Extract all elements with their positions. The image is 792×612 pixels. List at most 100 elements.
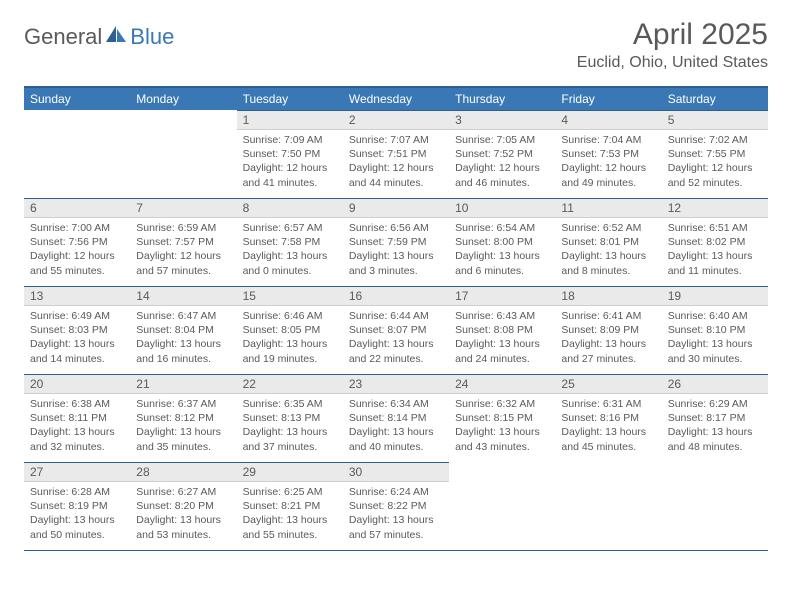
day-number: 22 — [237, 374, 343, 394]
day-body: Sunrise: 6:57 AMSunset: 7:58 PMDaylight:… — [237, 218, 343, 282]
day-number: 1 — [237, 110, 343, 130]
day-number: 7 — [130, 198, 236, 218]
day-number: 15 — [237, 286, 343, 306]
weekday-header: Tuesday — [237, 87, 343, 110]
weekday-header: Thursday — [449, 87, 555, 110]
calendar-day: 15Sunrise: 6:46 AMSunset: 8:05 PMDayligh… — [237, 286, 343, 374]
day-body: Sunrise: 6:34 AMSunset: 8:14 PMDaylight:… — [343, 394, 449, 458]
day-body: Sunrise: 6:32 AMSunset: 8:15 PMDaylight:… — [449, 394, 555, 458]
calendar-day: 2Sunrise: 7:07 AMSunset: 7:51 PMDaylight… — [343, 110, 449, 198]
day-body: Sunrise: 6:44 AMSunset: 8:07 PMDaylight:… — [343, 306, 449, 370]
calendar-day: 3Sunrise: 7:05 AMSunset: 7:52 PMDaylight… — [449, 110, 555, 198]
day-number: 12 — [662, 198, 768, 218]
calendar-day: 8Sunrise: 6:57 AMSunset: 7:58 PMDaylight… — [237, 198, 343, 286]
day-body: Sunrise: 7:04 AMSunset: 7:53 PMDaylight:… — [555, 130, 661, 194]
day-body: Sunrise: 7:09 AMSunset: 7:50 PMDaylight:… — [237, 130, 343, 194]
logo-text-blue: Blue — [130, 24, 174, 50]
day-body: Sunrise: 6:25 AMSunset: 8:21 PMDaylight:… — [237, 482, 343, 546]
weekday-header: Friday — [555, 87, 661, 110]
day-number: 4 — [555, 110, 661, 130]
day-number: 17 — [449, 286, 555, 306]
day-body: Sunrise: 6:54 AMSunset: 8:00 PMDaylight:… — [449, 218, 555, 282]
calendar-day: 4Sunrise: 7:04 AMSunset: 7:53 PMDaylight… — [555, 110, 661, 198]
day-number: 20 — [24, 374, 130, 394]
calendar-day: 10Sunrise: 6:54 AMSunset: 8:00 PMDayligh… — [449, 198, 555, 286]
day-body: Sunrise: 6:46 AMSunset: 8:05 PMDaylight:… — [237, 306, 343, 370]
calendar-empty — [130, 110, 236, 198]
calendar-day: 22Sunrise: 6:35 AMSunset: 8:13 PMDayligh… — [237, 374, 343, 462]
sail-icon — [105, 25, 127, 48]
day-number: 19 — [662, 286, 768, 306]
calendar-header-row: SundayMondayTuesdayWednesdayThursdayFrid… — [24, 87, 768, 110]
day-number: 5 — [662, 110, 768, 130]
day-body: Sunrise: 7:00 AMSunset: 7:56 PMDaylight:… — [24, 218, 130, 282]
day-number: 13 — [24, 286, 130, 306]
day-number: 16 — [343, 286, 449, 306]
day-body: Sunrise: 6:28 AMSunset: 8:19 PMDaylight:… — [24, 482, 130, 546]
calendar-empty — [662, 462, 768, 550]
calendar-day: 27Sunrise: 6:28 AMSunset: 8:19 PMDayligh… — [24, 462, 130, 550]
calendar-day: 24Sunrise: 6:32 AMSunset: 8:15 PMDayligh… — [449, 374, 555, 462]
calendar-empty — [24, 110, 130, 198]
day-body: Sunrise: 6:47 AMSunset: 8:04 PMDaylight:… — [130, 306, 236, 370]
calendar-day: 1Sunrise: 7:09 AMSunset: 7:50 PMDaylight… — [237, 110, 343, 198]
calendar-day: 29Sunrise: 6:25 AMSunset: 8:21 PMDayligh… — [237, 462, 343, 550]
day-number: 23 — [343, 374, 449, 394]
day-number: 18 — [555, 286, 661, 306]
calendar-day: 12Sunrise: 6:51 AMSunset: 8:02 PMDayligh… — [662, 198, 768, 286]
calendar-day: 17Sunrise: 6:43 AMSunset: 8:08 PMDayligh… — [449, 286, 555, 374]
day-body: Sunrise: 6:24 AMSunset: 8:22 PMDaylight:… — [343, 482, 449, 546]
day-number: 3 — [449, 110, 555, 130]
calendar-day: 28Sunrise: 6:27 AMSunset: 8:20 PMDayligh… — [130, 462, 236, 550]
calendar-day: 20Sunrise: 6:38 AMSunset: 8:11 PMDayligh… — [24, 374, 130, 462]
day-number: 26 — [662, 374, 768, 394]
calendar-day: 30Sunrise: 6:24 AMSunset: 8:22 PMDayligh… — [343, 462, 449, 550]
day-body: Sunrise: 6:51 AMSunset: 8:02 PMDaylight:… — [662, 218, 768, 282]
day-body: Sunrise: 6:41 AMSunset: 8:09 PMDaylight:… — [555, 306, 661, 370]
day-body: Sunrise: 6:52 AMSunset: 8:01 PMDaylight:… — [555, 218, 661, 282]
day-number: 14 — [130, 286, 236, 306]
calendar-day: 18Sunrise: 6:41 AMSunset: 8:09 PMDayligh… — [555, 286, 661, 374]
day-body: Sunrise: 6:56 AMSunset: 7:59 PMDaylight:… — [343, 218, 449, 282]
day-body: Sunrise: 7:02 AMSunset: 7:55 PMDaylight:… — [662, 130, 768, 194]
calendar-day: 14Sunrise: 6:47 AMSunset: 8:04 PMDayligh… — [130, 286, 236, 374]
day-body: Sunrise: 6:43 AMSunset: 8:08 PMDaylight:… — [449, 306, 555, 370]
weekday-header: Wednesday — [343, 87, 449, 110]
day-body: Sunrise: 6:40 AMSunset: 8:10 PMDaylight:… — [662, 306, 768, 370]
day-body: Sunrise: 7:05 AMSunset: 7:52 PMDaylight:… — [449, 130, 555, 194]
calendar-day: 23Sunrise: 6:34 AMSunset: 8:14 PMDayligh… — [343, 374, 449, 462]
calendar-day: 19Sunrise: 6:40 AMSunset: 8:10 PMDayligh… — [662, 286, 768, 374]
day-number: 11 — [555, 198, 661, 218]
day-body: Sunrise: 6:38 AMSunset: 8:11 PMDaylight:… — [24, 394, 130, 458]
day-number: 30 — [343, 462, 449, 482]
weekday-header: Monday — [130, 87, 236, 110]
calendar-day: 25Sunrise: 6:31 AMSunset: 8:16 PMDayligh… — [555, 374, 661, 462]
day-number: 10 — [449, 198, 555, 218]
calendar-day: 5Sunrise: 7:02 AMSunset: 7:55 PMDaylight… — [662, 110, 768, 198]
calendar-day: 7Sunrise: 6:59 AMSunset: 7:57 PMDaylight… — [130, 198, 236, 286]
day-body: Sunrise: 6:29 AMSunset: 8:17 PMDaylight:… — [662, 394, 768, 458]
day-body: Sunrise: 6:31 AMSunset: 8:16 PMDaylight:… — [555, 394, 661, 458]
day-number: 9 — [343, 198, 449, 218]
calendar-day: 13Sunrise: 6:49 AMSunset: 8:03 PMDayligh… — [24, 286, 130, 374]
day-body: Sunrise: 6:37 AMSunset: 8:12 PMDaylight:… — [130, 394, 236, 458]
month-title: April 2025 — [577, 18, 768, 52]
weekday-header: Sunday — [24, 87, 130, 110]
logo: General Blue — [24, 18, 174, 50]
day-body: Sunrise: 7:07 AMSunset: 7:51 PMDaylight:… — [343, 130, 449, 194]
day-body: Sunrise: 6:35 AMSunset: 8:13 PMDaylight:… — [237, 394, 343, 458]
logo-text-general: General — [24, 24, 102, 50]
day-number: 6 — [24, 198, 130, 218]
day-number: 29 — [237, 462, 343, 482]
calendar-day: 21Sunrise: 6:37 AMSunset: 8:12 PMDayligh… — [130, 374, 236, 462]
calendar-empty — [555, 462, 661, 550]
calendar-table: SundayMondayTuesdayWednesdayThursdayFrid… — [24, 86, 768, 551]
calendar-day: 9Sunrise: 6:56 AMSunset: 7:59 PMDaylight… — [343, 198, 449, 286]
day-body: Sunrise: 6:59 AMSunset: 7:57 PMDaylight:… — [130, 218, 236, 282]
calendar-day: 11Sunrise: 6:52 AMSunset: 8:01 PMDayligh… — [555, 198, 661, 286]
day-body: Sunrise: 6:27 AMSunset: 8:20 PMDaylight:… — [130, 482, 236, 546]
day-body: Sunrise: 6:49 AMSunset: 8:03 PMDaylight:… — [24, 306, 130, 370]
location: Euclid, Ohio, United States — [577, 54, 768, 72]
day-number: 21 — [130, 374, 236, 394]
day-number: 27 — [24, 462, 130, 482]
